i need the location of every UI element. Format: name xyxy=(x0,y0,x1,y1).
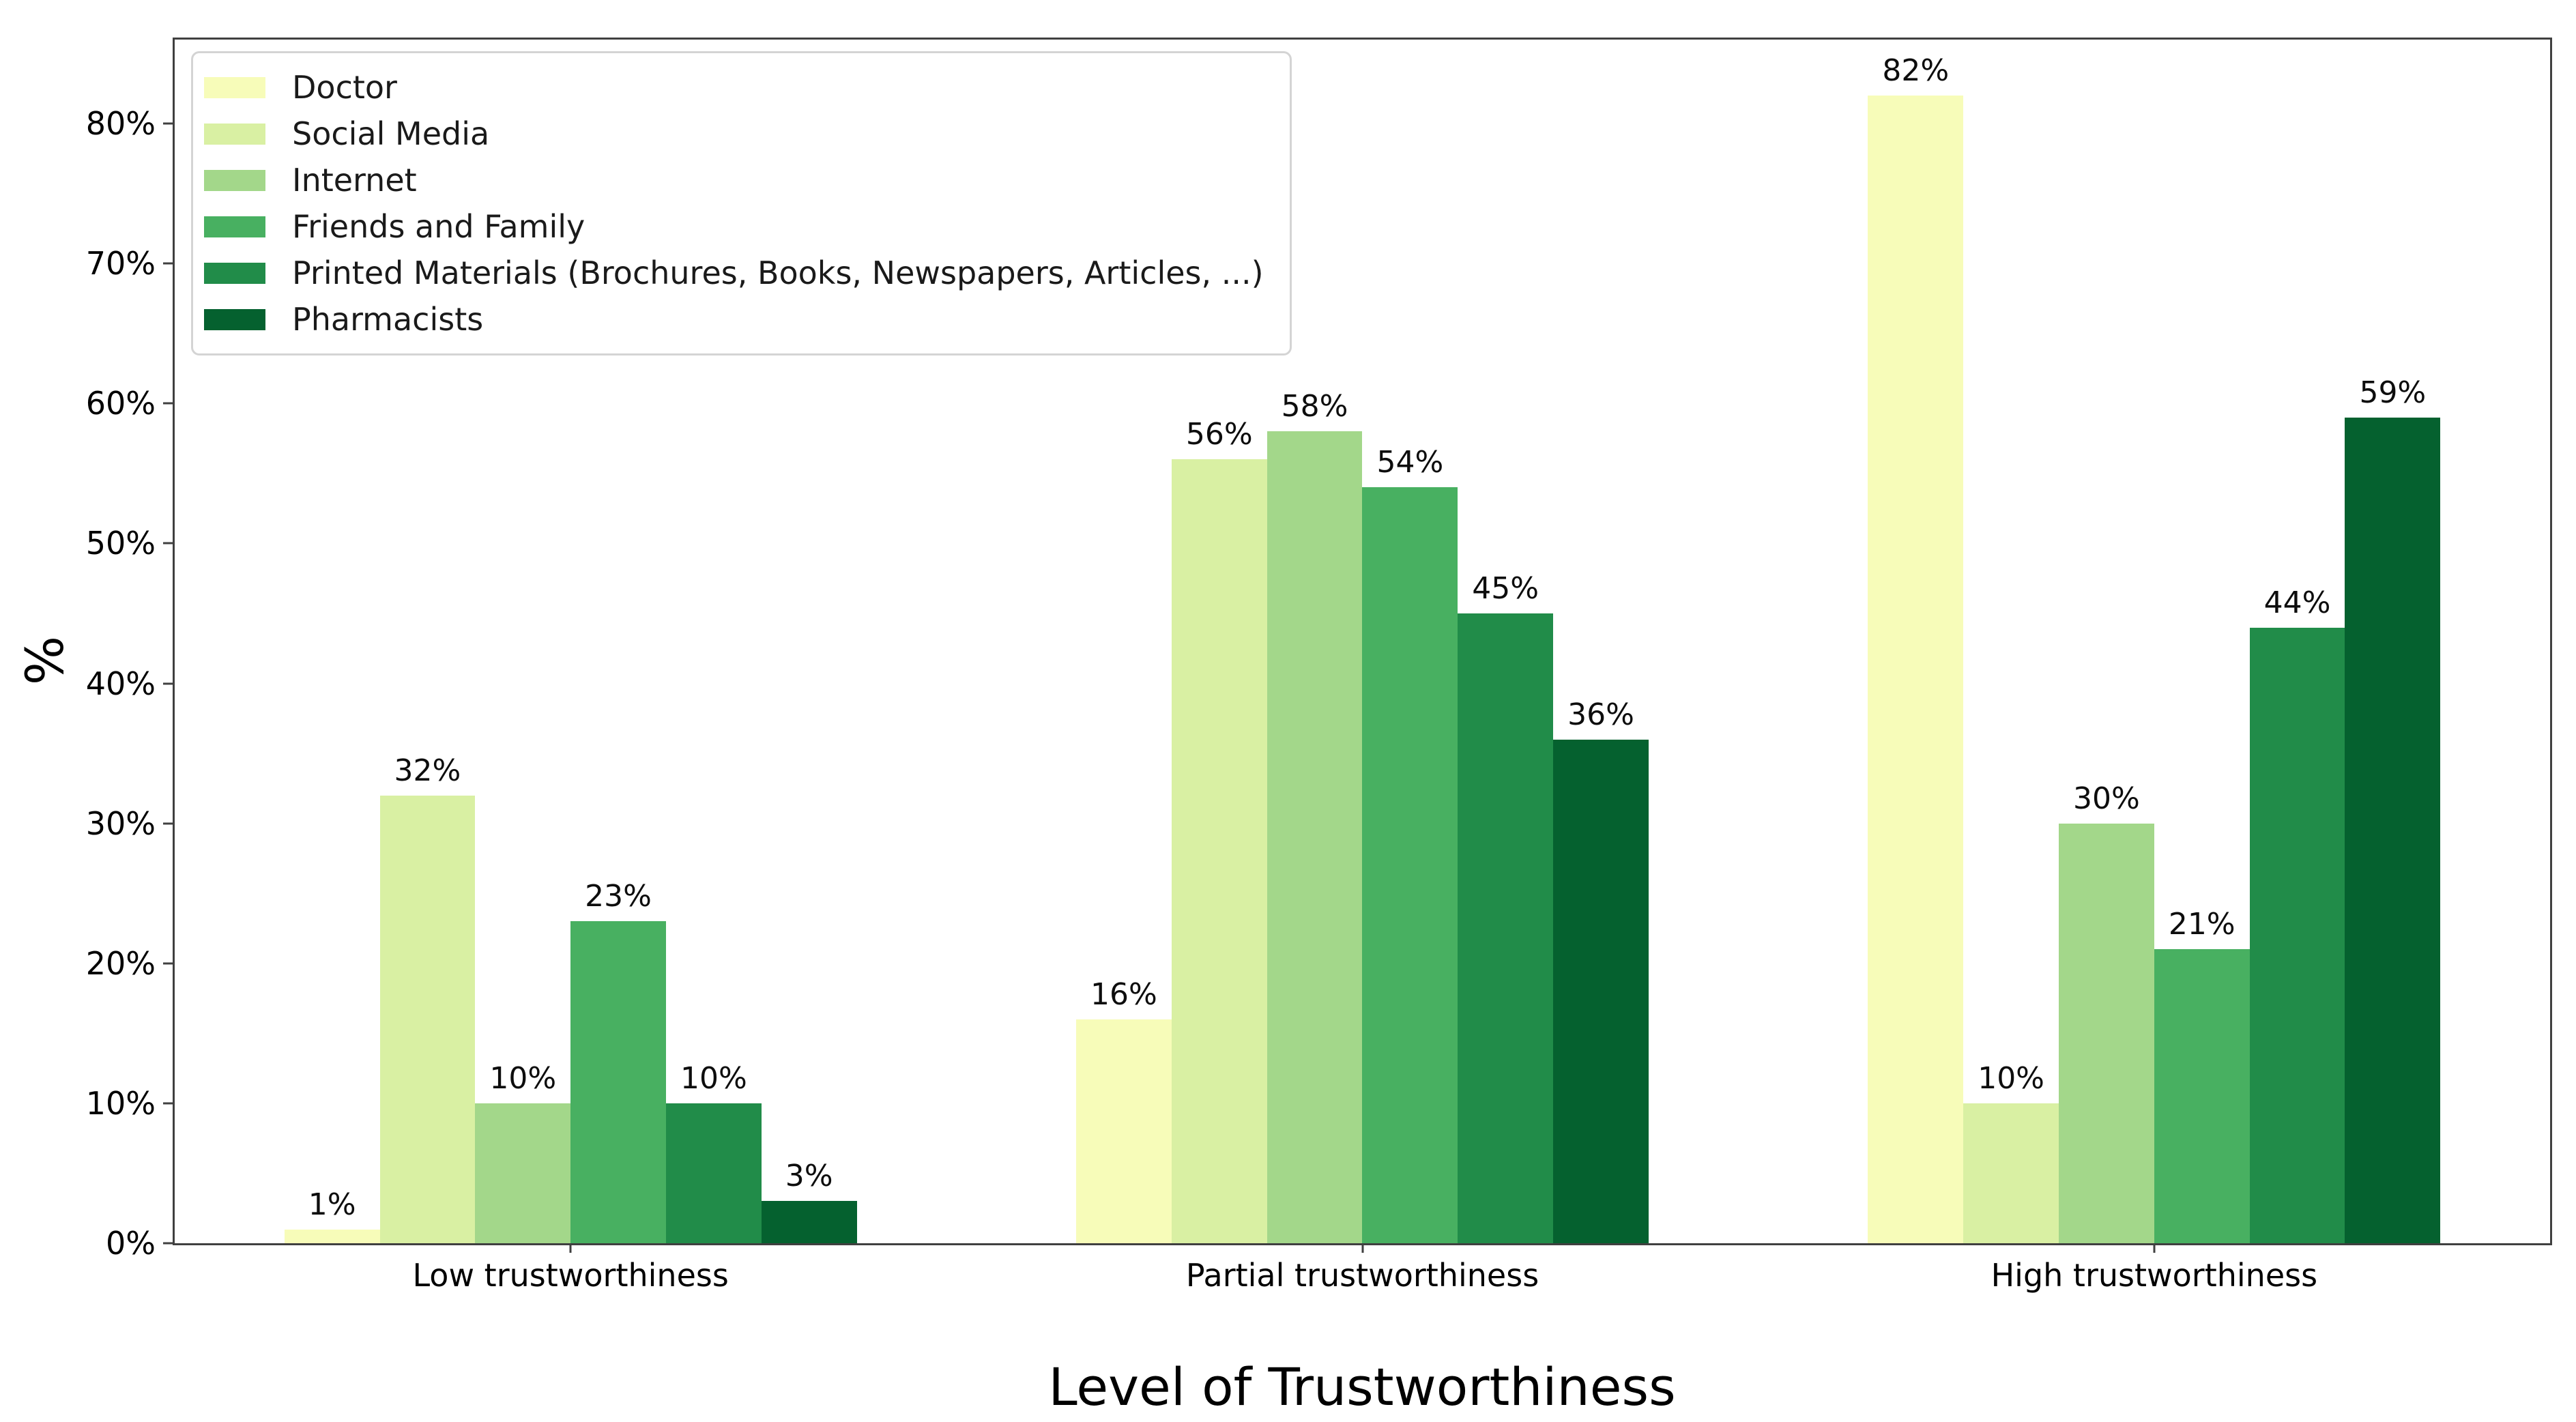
y-tick-mark xyxy=(163,262,173,265)
bar: 21% xyxy=(2154,910,2250,1243)
bar: 56% xyxy=(1171,420,1267,1243)
bar: 59% xyxy=(2345,377,2441,1243)
bar-value-label: 36% xyxy=(1567,697,1634,732)
bar-group: 82% 10% 30% 21% 44% 59% xyxy=(1759,40,2550,1243)
y-tick-mark xyxy=(163,962,173,965)
bar-value-label: 3% xyxy=(785,1159,833,1194)
bar: 58% xyxy=(1267,392,1363,1243)
legend-item: Internet xyxy=(204,157,1264,203)
bar-value-label: 56% xyxy=(1185,417,1253,452)
legend-item: Social Media xyxy=(204,111,1264,157)
legend-swatch xyxy=(204,262,265,284)
y-tick-mark xyxy=(163,822,173,825)
x-tick-label-category: Partial trustworthiness xyxy=(1185,1257,1539,1294)
x-tick-mark xyxy=(569,1243,572,1253)
legend-label: Friends and Family xyxy=(292,208,585,245)
bar: 23% xyxy=(570,882,666,1243)
bar-value-label: 10% xyxy=(489,1060,557,1096)
legend-label: Printed Materials (Brochures, Books, New… xyxy=(292,255,1264,291)
y-tick-label: 20% xyxy=(85,944,156,982)
bar-value-label: 16% xyxy=(1090,976,1157,1012)
bar: 44% xyxy=(2249,587,2345,1243)
x-axis-title: Level of Trustworthiness xyxy=(1048,1356,1676,1417)
y-tick-mark xyxy=(163,1242,173,1245)
bar-value-label: 44% xyxy=(2263,585,2331,620)
legend: Doctor Social Media Internet Friends and Fa… xyxy=(191,51,1292,356)
x-tick-mark xyxy=(1361,1243,1363,1253)
bar: 45% xyxy=(1458,573,1554,1243)
bar-group: 16% 56% 58% 54% 45% 36% xyxy=(966,40,1758,1243)
legend-swatch xyxy=(204,169,265,191)
x-tick-label-category: Low trustworthiness xyxy=(412,1257,729,1294)
legend-label: Social Media xyxy=(292,115,490,152)
y-tick-label: 30% xyxy=(85,804,156,842)
x-tick-label-category: High trustworthiness xyxy=(1991,1257,2318,1294)
y-tick-label: 40% xyxy=(85,665,156,702)
bar: 16% xyxy=(1076,979,1172,1243)
bar-value-label: 82% xyxy=(1882,53,1950,89)
legend-swatch xyxy=(204,76,265,98)
y-tick-mark xyxy=(163,402,173,405)
y-tick-mark xyxy=(163,682,173,685)
bar-value-label: 59% xyxy=(2359,375,2427,410)
bar-value-label: 30% xyxy=(2073,781,2140,816)
bar: 10% xyxy=(1963,1063,2059,1243)
legend-swatch xyxy=(204,216,265,237)
bar-groups-container: 1% 32% 10% 23% 10% 3% 16% 56% 58% 54% 45% 36% 82% 10%… xyxy=(175,40,2550,1243)
bar: 54% xyxy=(1362,448,1458,1243)
plot-area: 0% 10% 20% 30% 40% 50% 60% 70% 80% 1% 32% 10% 23% 10… xyxy=(86,38,2552,1292)
bar-value-label: 58% xyxy=(1281,389,1348,424)
y-axis-title: % xyxy=(14,635,75,686)
legend-label: Internet xyxy=(292,162,417,199)
legend-swatch xyxy=(204,123,265,145)
y-tick-label: 50% xyxy=(85,525,156,562)
bar-value-label: 10% xyxy=(680,1060,747,1096)
bar: 82% xyxy=(1868,56,1964,1243)
y-tick-mark xyxy=(163,1102,173,1105)
bar: 10% xyxy=(475,1063,571,1243)
y-tick-mark xyxy=(163,122,173,125)
x-tick-mark xyxy=(2153,1243,2156,1253)
bar-value-label: 1% xyxy=(308,1187,356,1222)
y-tick-label: 60% xyxy=(85,385,156,422)
bar-group: 1% 32% 10% 23% 10% 3% xyxy=(175,40,966,1243)
bar: 3% xyxy=(761,1161,857,1243)
bar: 32% xyxy=(379,755,476,1243)
legend-item: Doctor xyxy=(204,64,1264,111)
bar: 36% xyxy=(1553,699,1649,1243)
bar: 30% xyxy=(2059,783,2154,1243)
legend-label: Pharmacists xyxy=(292,301,484,338)
bar-value-label: 45% xyxy=(1472,570,1539,606)
bar-value-label: 32% xyxy=(394,753,461,788)
bar-value-label: 23% xyxy=(585,879,652,914)
legend-label: Doctor xyxy=(292,69,397,106)
bar: 1% xyxy=(284,1189,380,1243)
bar-value-label: 21% xyxy=(2168,907,2235,942)
y-tick-label: 10% xyxy=(85,1084,156,1122)
y-tick-label: 0% xyxy=(106,1225,156,1262)
legend-swatch xyxy=(204,308,265,330)
legend-item: Printed Materials (Brochures, Books, New… xyxy=(204,250,1264,296)
y-tick-mark xyxy=(163,542,173,545)
legend-item: Friends and Family xyxy=(204,203,1264,250)
bar-value-label: 54% xyxy=(1376,445,1444,480)
legend-item: Pharmacists xyxy=(204,296,1264,343)
bar-value-label: 10% xyxy=(1978,1060,2044,1096)
y-tick-label: 70% xyxy=(85,245,156,282)
bar: 10% xyxy=(665,1063,762,1243)
y-tick-label: 80% xyxy=(85,105,156,143)
